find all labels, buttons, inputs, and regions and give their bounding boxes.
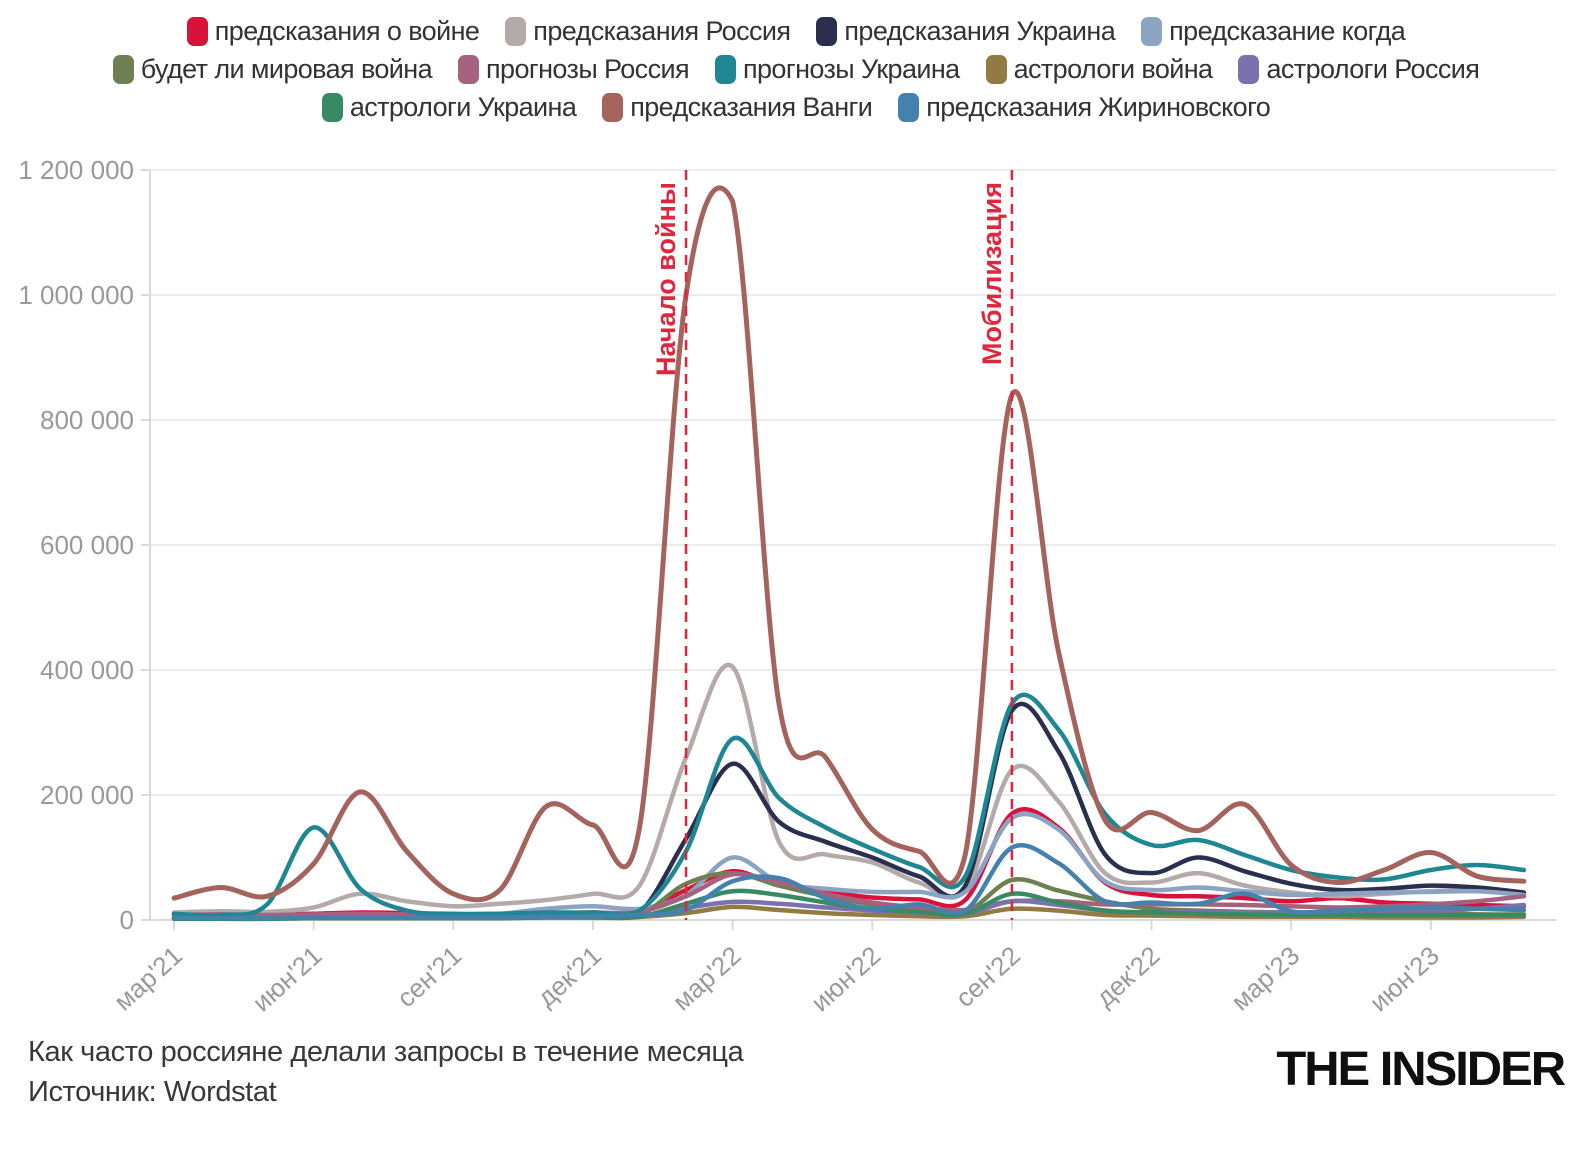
legend-item: астрологи Украина: [321, 90, 577, 124]
legend: предсказания о войне предсказания Россия п…: [0, 14, 1592, 124]
legend-label: предсказание когда: [1169, 15, 1406, 46]
legend-item: предсказания Жириновского: [898, 90, 1271, 124]
series-line-12: [171, 843, 1527, 921]
x-axis-label: июн'22: [805, 940, 886, 1017]
legend-row-1: предсказания о войне предсказания Россия п…: [186, 14, 1406, 48]
legend-label: предсказания о войне: [214, 15, 480, 46]
y-axis-label: 1 200 000: [18, 155, 134, 185]
legend-swatch-icon: [112, 54, 134, 84]
legend-item: предсказание когда: [1141, 14, 1406, 48]
legend-item: предсказания Украина: [816, 14, 1116, 48]
annotation-label: Начало войны: [651, 182, 681, 376]
legend-swatch-icon: [505, 16, 527, 46]
legend-label: будет ли мировая война: [140, 53, 433, 84]
legend-swatch-icon: [458, 54, 480, 84]
legend-item: астрологи Россия: [1238, 52, 1480, 86]
legend-item: будет ли мировая война: [112, 52, 433, 86]
legend-label: прогнозы Россия: [486, 53, 690, 84]
the-insider-logo: THE INSIDER: [1276, 1043, 1566, 1096]
legend-label: предсказания Жириновского: [926, 91, 1271, 122]
legend-label: предсказания Россия: [533, 15, 791, 46]
legend-item: астрологи война: [985, 52, 1214, 86]
legend-label: астрологи война: [1013, 53, 1214, 84]
y-axis-label: 400 000: [40, 655, 134, 685]
legend-swatch-icon: [1238, 54, 1260, 84]
series-line-7: [171, 692, 1527, 918]
x-axis-label: сен'22: [950, 940, 1026, 1013]
x-axis-label: июн'23: [1364, 940, 1445, 1017]
chart-source: Источник: Wordstat: [28, 1076, 277, 1108]
legend-swatch-icon: [321, 92, 343, 122]
y-axis-label: 1 000 000: [18, 280, 134, 310]
x-axis-label: дек'21: [531, 940, 607, 1012]
legend-label: прогнозы Украина: [742, 53, 960, 84]
legend-item: предсказания Россия: [505, 14, 791, 48]
x-axis-label: мар'22: [667, 940, 747, 1016]
legend-item: прогнозы Украина: [714, 52, 960, 86]
legend-item: предсказания Ванги: [602, 90, 873, 124]
x-axis-label: мар'23: [1225, 940, 1305, 1016]
y-axis-label: 200 000: [40, 780, 134, 810]
chart-title: Как часто россияне делали запросы в тече…: [28, 1036, 744, 1068]
legend-label: предсказания Ванги: [630, 91, 873, 122]
legend-item: прогнозы Россия: [458, 52, 690, 86]
series-line-6: [171, 871, 1527, 918]
legend-swatch-icon: [816, 16, 838, 46]
series-line-3: [171, 701, 1527, 920]
legend-label: предсказания Украина: [844, 15, 1116, 46]
x-axis-label: дек'22: [1090, 940, 1166, 1012]
y-axis-label: 600 000: [40, 530, 134, 560]
legend-label: астрологи Россия: [1266, 53, 1480, 84]
x-axis-label: июн'21: [246, 940, 327, 1017]
x-axis-label: мар'21: [108, 940, 188, 1016]
series-line-11: [171, 185, 1527, 903]
y-axis-label: 0: [120, 905, 134, 935]
legend-swatch-icon: [714, 54, 736, 84]
series-line-2: [171, 662, 1527, 915]
legend-swatch-icon: [898, 92, 920, 122]
legend-item: предсказания о войне: [186, 14, 480, 48]
legend-swatch-icon: [1141, 16, 1163, 46]
legend-swatch-icon: [985, 54, 1007, 84]
x-axis-label: сен'21: [391, 940, 467, 1013]
legend-row-2: будет ли мировая война прогнозы Россия про…: [112, 52, 1480, 86]
legend-row-3: астрологи Украина предсказания Ванги предс…: [321, 90, 1271, 124]
legend-label: астрологи Украина: [349, 91, 577, 122]
y-axis-label: 800 000: [40, 405, 134, 435]
line-chart: 0 200 000 400 000 600 000 800 000 1 000 000 1 …: [18, 155, 1556, 1018]
annotation-label: Мобилизация: [977, 182, 1007, 365]
legend-swatch-icon: [186, 16, 208, 46]
legend-swatch-icon: [602, 92, 624, 122]
